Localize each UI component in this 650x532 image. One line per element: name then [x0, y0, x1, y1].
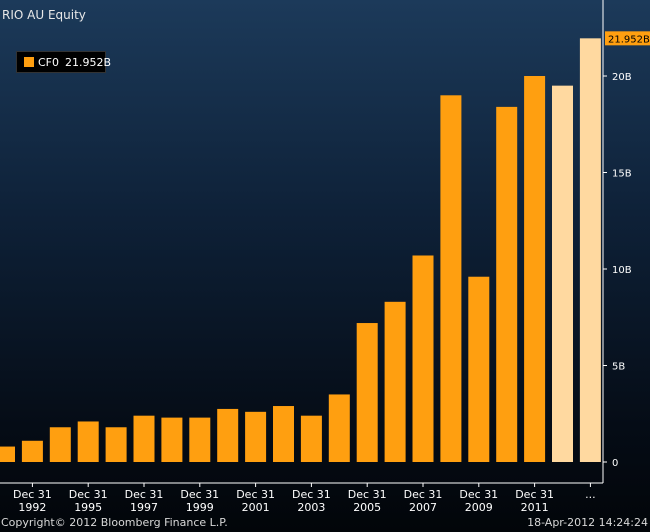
bar — [440, 95, 462, 463]
bar — [300, 415, 322, 462]
y-tick-label: 15B — [612, 169, 632, 180]
bar — [273, 406, 294, 462]
bar — [384, 301, 406, 462]
x-tick-label: Dec 31 — [404, 488, 443, 501]
y-tick-label: 10B — [612, 265, 632, 276]
bar — [49, 427, 71, 462]
x-tick-label: 2003 — [297, 501, 325, 514]
bar — [496, 106, 518, 462]
y-tick-label: 5B — [612, 362, 625, 373]
y-tick-label: 0 — [612, 458, 618, 469]
x-tick-label: Dec 31 — [292, 488, 331, 501]
legend-label: CF0 — [38, 56, 60, 69]
x-tick-label: Dec 31 — [515, 488, 554, 501]
x-tick-label: 2001 — [242, 501, 270, 514]
x-tick-label: 1992 — [18, 501, 46, 514]
bar — [328, 394, 350, 462]
estimate-bar — [579, 38, 601, 462]
x-tick-label: Dec 31 — [180, 488, 219, 501]
bar — [468, 276, 490, 462]
x-tick-label: Dec 31 — [236, 488, 275, 501]
last-value-box — [605, 31, 650, 46]
x-tick-label: Dec 31 — [459, 488, 498, 501]
x-tick-label: 2011 — [521, 501, 549, 514]
x-tick-label: 2009 — [465, 501, 493, 514]
bar — [189, 417, 211, 462]
bar — [21, 440, 43, 462]
x-tick-label: Dec 31 — [348, 488, 387, 501]
x-tick-label: 2007 — [409, 501, 437, 514]
x-tick-label: Dec 31 — [69, 488, 108, 501]
x-tick-label: ... — [585, 488, 596, 501]
legend: CF0 21.952B — [16, 51, 111, 73]
bar — [245, 411, 267, 462]
x-tick-label: 1995 — [74, 501, 102, 514]
x-tick-label: 2005 — [353, 501, 381, 514]
y-tick-label: 20B — [612, 72, 632, 83]
bar — [356, 323, 378, 462]
x-tick-label: 1997 — [130, 501, 158, 514]
bar — [217, 408, 239, 462]
bar — [524, 76, 546, 462]
bar — [77, 421, 99, 462]
legend-value: 21.952B — [65, 56, 112, 69]
last-value-label: 21.952B — [608, 34, 650, 45]
timestamp-text: 18-Apr-2012 14:24:24 — [527, 516, 648, 529]
bar — [161, 417, 183, 462]
x-tick-label: 1999 — [186, 501, 214, 514]
bar — [133, 415, 155, 462]
x-tick-label: Dec 31 — [125, 488, 164, 501]
bar — [105, 427, 127, 462]
chart-title: RIO AU Equity — [2, 8, 86, 22]
copyright-text: Copyright© 2012 Bloomberg Finance L.P. — [1, 516, 228, 529]
estimate-bar — [552, 85, 573, 463]
legend-swatch — [24, 57, 34, 67]
bar — [0, 446, 15, 462]
x-tick-label: Dec 31 — [13, 488, 52, 501]
bar — [412, 255, 434, 462]
